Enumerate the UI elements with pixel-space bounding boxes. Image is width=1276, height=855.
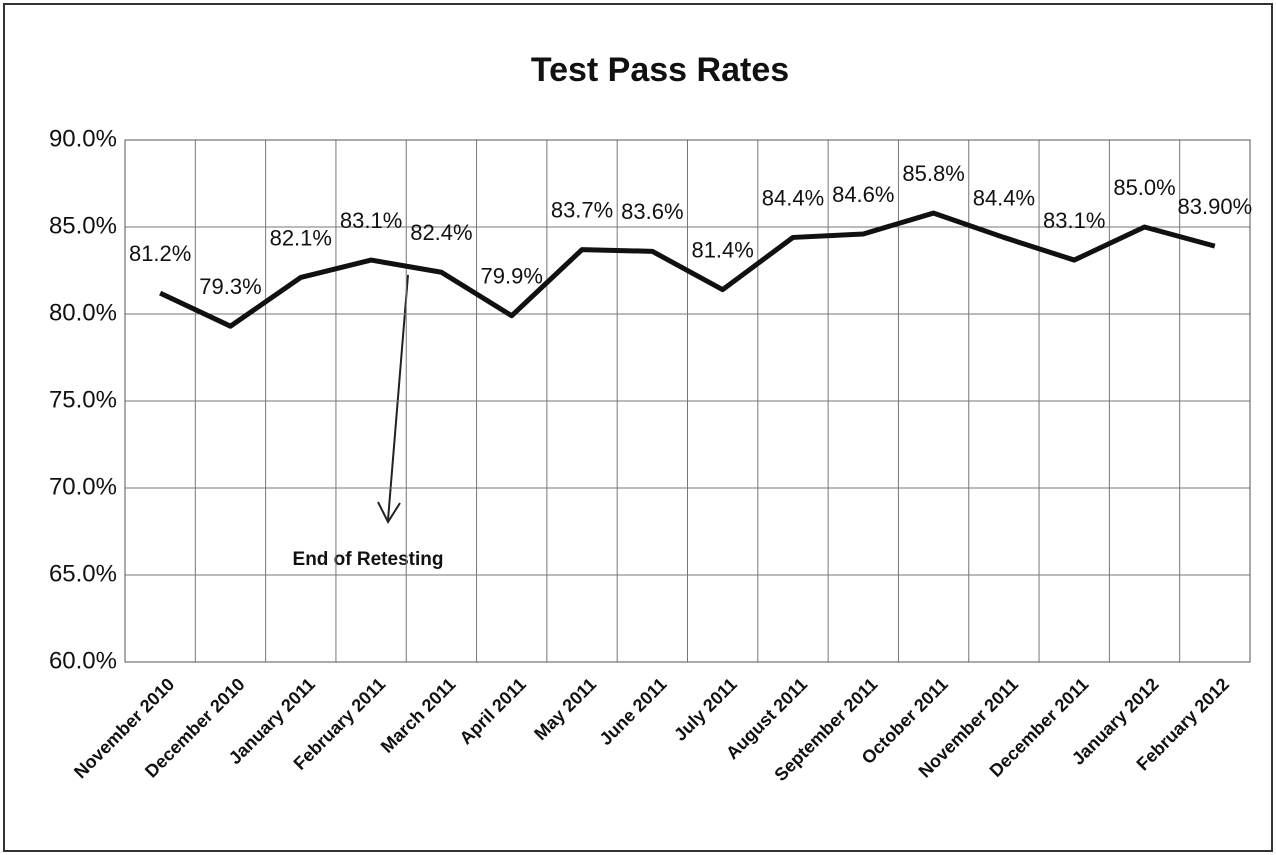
data-line	[159, 210, 1216, 329]
annotation-arrow	[387, 274, 409, 521]
data-label: 81.2%	[129, 241, 191, 266]
y-tick-label: 90.0%	[49, 125, 117, 152]
data-label: 84.4%	[973, 185, 1035, 210]
data-label: 83.1%	[340, 208, 402, 233]
data-label: 83.7%	[551, 197, 613, 222]
data-label: 79.3%	[199, 274, 261, 299]
x-tick-label: May 2011	[530, 674, 600, 744]
y-tick-label: 60.0%	[49, 647, 117, 674]
y-tick-label: 80.0%	[49, 299, 117, 326]
plot-border	[124, 139, 1251, 663]
data-label: 82.4%	[410, 220, 472, 245]
chart-title: Test Pass Rates	[531, 51, 789, 89]
data-label: 84.6%	[832, 182, 894, 207]
annotation-arrowhead	[377, 501, 401, 525]
y-tick-label: 70.0%	[49, 473, 117, 500]
data-label: 83.90%	[1178, 194, 1253, 219]
data-label: 84.4%	[762, 185, 824, 210]
y-tick-label: 75.0%	[49, 386, 117, 413]
x-tick-label: June 2011	[596, 674, 671, 749]
data-label: 83.1%	[1043, 208, 1105, 233]
data-label: 85.0%	[1113, 175, 1175, 200]
data-label: 82.1%	[270, 225, 332, 250]
x-tick-label: March 2011	[377, 674, 460, 757]
y-tick-label: 85.0%	[49, 212, 117, 239]
x-tick-label: July 2011	[670, 674, 741, 745]
data-label: 85.8%	[902, 161, 964, 186]
frame	[3, 3, 1273, 852]
data-label: 81.4%	[691, 237, 753, 262]
y-tick-label: 65.0%	[49, 560, 117, 587]
data-label: 83.6%	[621, 199, 683, 224]
x-tick-label: April 2011	[456, 674, 530, 748]
annotation: End of Retesting	[293, 549, 444, 570]
data-label: 79.9%	[481, 264, 543, 289]
